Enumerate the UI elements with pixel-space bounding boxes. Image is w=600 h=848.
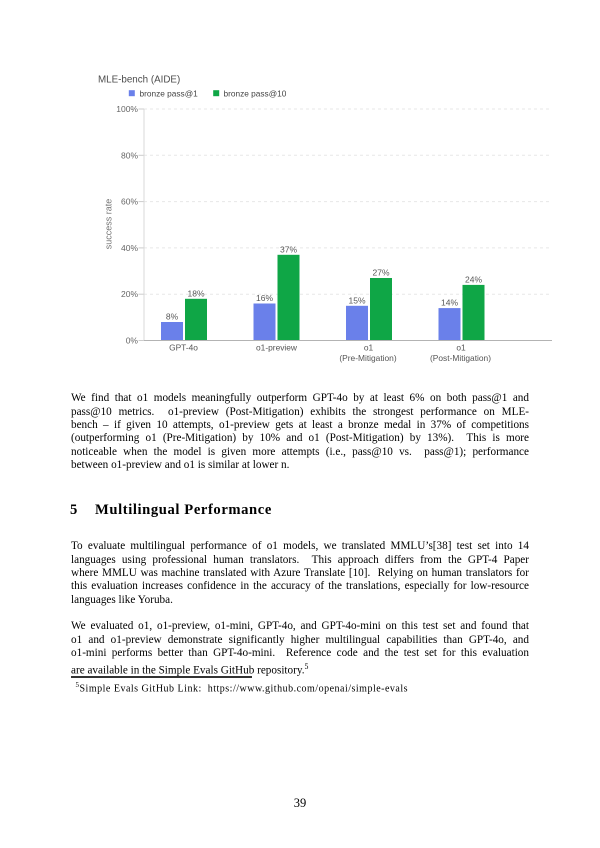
svg-text:18%: 18% [187,288,204,298]
svg-text:27%: 27% [372,268,389,278]
svg-text:15%: 15% [348,295,365,305]
svg-text:100%: 100% [116,104,138,114]
svg-text:o1-preview: o1-preview [256,343,298,353]
svg-text:(Pre-Mitigation): (Pre-Mitigation) [339,353,396,363]
svg-text:37%: 37% [280,244,297,254]
svg-text:14%: 14% [441,298,458,308]
svg-text:24%: 24% [465,274,482,284]
svg-text:8%: 8% [166,312,179,322]
svg-text:bronze pass@10: bronze pass@10 [224,88,287,98]
svg-text:success rate: success rate [104,199,114,250]
svg-text:MLE-bench (AIDE): MLE-bench (AIDE) [98,75,180,86]
svg-text:16%: 16% [256,293,273,303]
svg-text:o1: o1 [456,343,466,353]
svg-text:o1: o1 [364,343,374,353]
svg-text:60%: 60% [121,197,138,207]
svg-text:GPT-4o: GPT-4o [169,343,198,353]
svg-text:bronze pass@1: bronze pass@1 [140,88,199,98]
svg-text:80%: 80% [121,150,138,160]
svg-text:40%: 40% [121,243,138,253]
svg-text:0%: 0% [126,336,139,346]
svg-text:20%: 20% [121,289,138,299]
svg-text:(Post-Mitigation): (Post-Mitigation) [430,353,491,363]
